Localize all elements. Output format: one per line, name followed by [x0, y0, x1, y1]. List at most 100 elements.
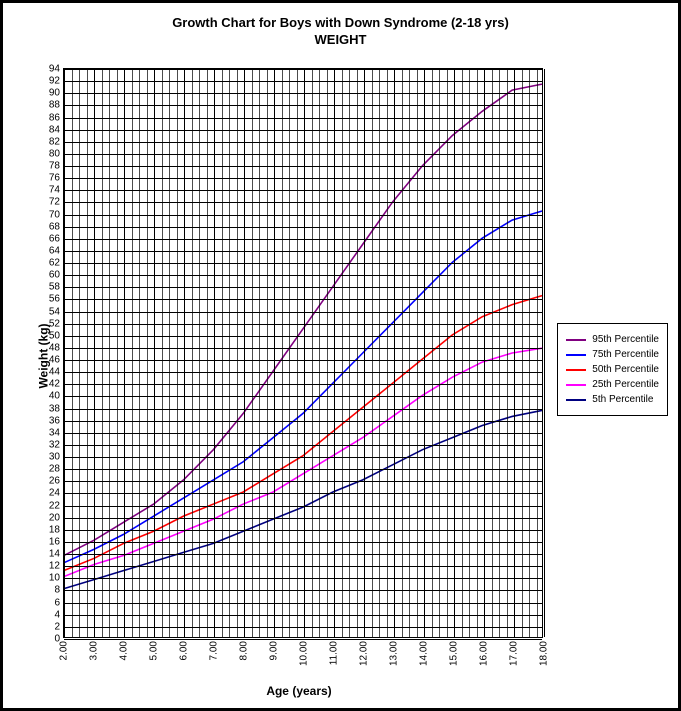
plot-area: 2.003.004.005.006.007.008.009.0010.0011.…	[63, 68, 543, 638]
grid-h	[64, 130, 542, 131]
y-tick: 20	[49, 512, 60, 523]
grid-h	[64, 542, 542, 543]
grid-h	[64, 396, 542, 397]
y-tick: 80	[49, 148, 60, 159]
grid-h	[64, 81, 542, 82]
y-tick: 68	[49, 221, 60, 232]
grid-h	[64, 372, 542, 373]
grid-h	[64, 324, 542, 325]
legend-label: 75th Percentile	[592, 349, 659, 360]
y-tick: 70	[49, 209, 60, 220]
chart-title: Growth Chart for Boys with Down Syndrome…	[3, 15, 678, 49]
grid-h	[64, 105, 542, 106]
x-tick: 10.00	[299, 641, 310, 666]
y-tick: 60	[49, 270, 60, 281]
grid-h	[64, 493, 542, 494]
grid-h	[64, 118, 542, 119]
grid-h	[64, 336, 542, 337]
grid-h	[64, 627, 542, 628]
grid-h	[64, 615, 542, 616]
y-tick: 32	[49, 439, 60, 450]
y-tick: 42	[49, 379, 60, 390]
grid-h	[64, 578, 542, 579]
y-tick: 54	[49, 306, 60, 317]
y-tick: 38	[49, 403, 60, 414]
grid-h	[64, 421, 542, 422]
legend-swatch	[566, 399, 586, 401]
grid-h	[64, 506, 542, 507]
grid-h	[64, 530, 542, 531]
legend-item: 5th Percentile	[566, 394, 659, 405]
grid-h	[64, 227, 542, 228]
y-tick: 72	[49, 197, 60, 208]
y-tick: 26	[49, 476, 60, 487]
x-tick: 3.00	[89, 641, 100, 660]
y-tick: 6	[54, 597, 60, 608]
x-tick: 6.00	[179, 641, 190, 660]
legend-swatch	[566, 339, 586, 341]
grid-h	[64, 166, 542, 167]
y-tick: 22	[49, 500, 60, 511]
x-axis-label: Age (years)	[49, 684, 549, 698]
y-tick: 4	[54, 609, 60, 620]
legend-swatch	[566, 369, 586, 371]
y-tick: 76	[49, 173, 60, 184]
y-tick: 64	[49, 245, 60, 256]
grid-h	[64, 469, 542, 470]
title-line1: Growth Chart for Boys with Down Syndrome…	[172, 15, 509, 30]
series-line	[64, 410, 542, 588]
y-tick: 88	[49, 100, 60, 111]
legend-item: 50th Percentile	[566, 364, 659, 375]
y-tick: 18	[49, 524, 60, 535]
grid-h	[64, 287, 542, 288]
y-tick: 56	[49, 294, 60, 305]
y-tick: 66	[49, 233, 60, 244]
grid-h	[64, 445, 542, 446]
y-tick: 8	[54, 585, 60, 596]
y-tick: 40	[49, 391, 60, 402]
y-tick: 58	[49, 282, 60, 293]
chart-frame: Growth Chart for Boys with Down Syndrome…	[0, 0, 681, 711]
y-tick: 24	[49, 488, 60, 499]
legend-item: 25th Percentile	[566, 379, 659, 390]
y-tick: 86	[49, 112, 60, 123]
legend-swatch	[566, 354, 586, 356]
legend: 95th Percentile75th Percentile50th Perce…	[557, 323, 668, 416]
y-tick: 90	[49, 88, 60, 99]
x-tick: 8.00	[239, 641, 250, 660]
grid-h	[64, 312, 542, 313]
grid-h	[64, 69, 542, 70]
x-tick: 4.00	[119, 641, 130, 660]
y-tick: 94	[49, 64, 60, 75]
y-tick: 48	[49, 342, 60, 353]
y-tick: 82	[49, 136, 60, 147]
y-tick: 50	[49, 330, 60, 341]
x-tick: 14.00	[419, 641, 430, 666]
y-tick: 16	[49, 536, 60, 547]
grid-h	[64, 93, 542, 94]
grid-h	[64, 348, 542, 349]
x-tick: 12.00	[359, 641, 370, 666]
legend-label: 5th Percentile	[592, 394, 653, 405]
grid-h	[64, 566, 542, 567]
y-tick: 74	[49, 185, 60, 196]
grid-h	[64, 457, 542, 458]
grid-h	[64, 433, 542, 434]
grid-h	[64, 384, 542, 385]
x-tick: 15.00	[449, 641, 460, 666]
grid-h	[64, 554, 542, 555]
y-tick: 62	[49, 258, 60, 269]
legend-swatch	[566, 384, 586, 386]
grid-h	[64, 215, 542, 216]
grid-h	[64, 154, 542, 155]
grid-h	[64, 299, 542, 300]
grid-h	[64, 142, 542, 143]
y-tick: 34	[49, 427, 60, 438]
legend-label: 50th Percentile	[592, 364, 659, 375]
grid-h	[64, 603, 542, 604]
y-tick: 14	[49, 549, 60, 560]
x-tick: 13.00	[389, 641, 400, 666]
grid-h	[64, 481, 542, 482]
y-tick: 84	[49, 124, 60, 135]
grid-h	[64, 263, 542, 264]
